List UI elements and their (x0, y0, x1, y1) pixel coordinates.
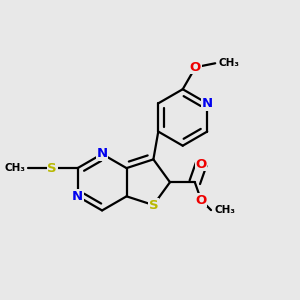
Text: S: S (47, 162, 57, 175)
Text: O: O (190, 61, 201, 74)
Text: N: N (202, 97, 213, 110)
Text: O: O (196, 158, 207, 171)
Text: CH₃: CH₃ (218, 58, 239, 68)
Text: O: O (196, 194, 207, 207)
Text: CH₃: CH₃ (4, 163, 25, 173)
Text: N: N (97, 148, 108, 160)
Text: N: N (72, 190, 83, 203)
Text: S: S (148, 199, 158, 212)
Text: CH₃: CH₃ (214, 205, 235, 215)
